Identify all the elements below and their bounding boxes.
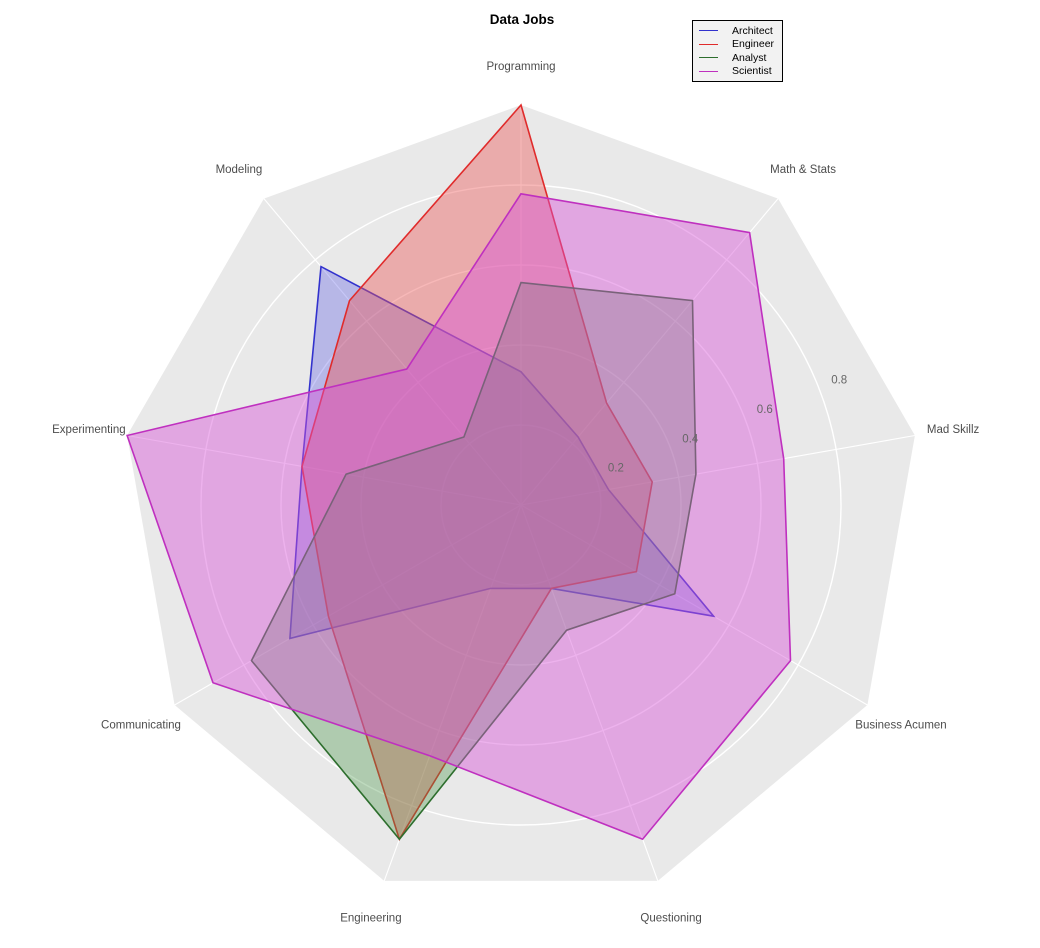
axis-label-communicating: Communicating — [101, 719, 181, 731]
radial-tick-label-0.6: 0.6 — [757, 404, 773, 416]
legend-line-swatch — [699, 43, 718, 45]
legend-item-scientist: Scientist — [699, 65, 774, 79]
axis-spoke-6 — [174, 504, 522, 706]
axis-label-questioning: Questioning — [640, 912, 701, 924]
axis-label-math-stats: Math & Stats — [770, 164, 836, 176]
series-polygon-scientist — [126, 192, 792, 841]
axis-spoke-8 — [263, 198, 522, 506]
axis-spoke-3 — [520, 504, 868, 706]
radial-tick-label-0.8: 0.8 — [831, 375, 847, 387]
legend-label: Analyst — [732, 51, 767, 64]
legend-item-analyst: Analyst — [699, 51, 774, 65]
axis-spoke-5 — [383, 504, 522, 882]
radial-tick-label-0.2: 0.2 — [608, 463, 624, 475]
legend-line-swatch — [699, 57, 718, 59]
axis-label-programming: Programming — [486, 61, 555, 73]
axis-label-experimenting: Experimenting — [52, 424, 126, 436]
axis-label-business-acumen: Business Acumen — [855, 719, 946, 731]
series-polygon-analyst — [250, 281, 697, 841]
legend-line-swatch — [699, 30, 718, 32]
legend: Architect Engineer Analyst Scientist — [692, 20, 784, 82]
axis-label-engineering: Engineering — [340, 912, 401, 924]
series-polygon-architect — [289, 265, 716, 640]
axis-label-modeling: Modeling — [216, 164, 263, 176]
legend-label: Scientist — [732, 65, 772, 78]
axis-spoke-4 — [520, 504, 659, 882]
legend-label: Engineer — [732, 38, 775, 51]
radial-tick-label-0.4: 0.4 — [682, 433, 699, 445]
axis-spoke-7 — [127, 434, 522, 506]
series-polygon-engineer — [301, 103, 654, 842]
axis-label-mad-skillz: Mad Skillz — [927, 424, 980, 436]
legend-line-swatch — [699, 70, 718, 72]
legend-label: Architect — [732, 24, 773, 37]
chart-title: Data Jobs — [489, 12, 555, 27]
legend-item-architect: Architect — [699, 24, 774, 38]
axis-spoke-2 — [520, 434, 915, 506]
axis-spoke-1 — [520, 198, 779, 506]
legend-item-engineer: Engineer — [699, 38, 774, 52]
